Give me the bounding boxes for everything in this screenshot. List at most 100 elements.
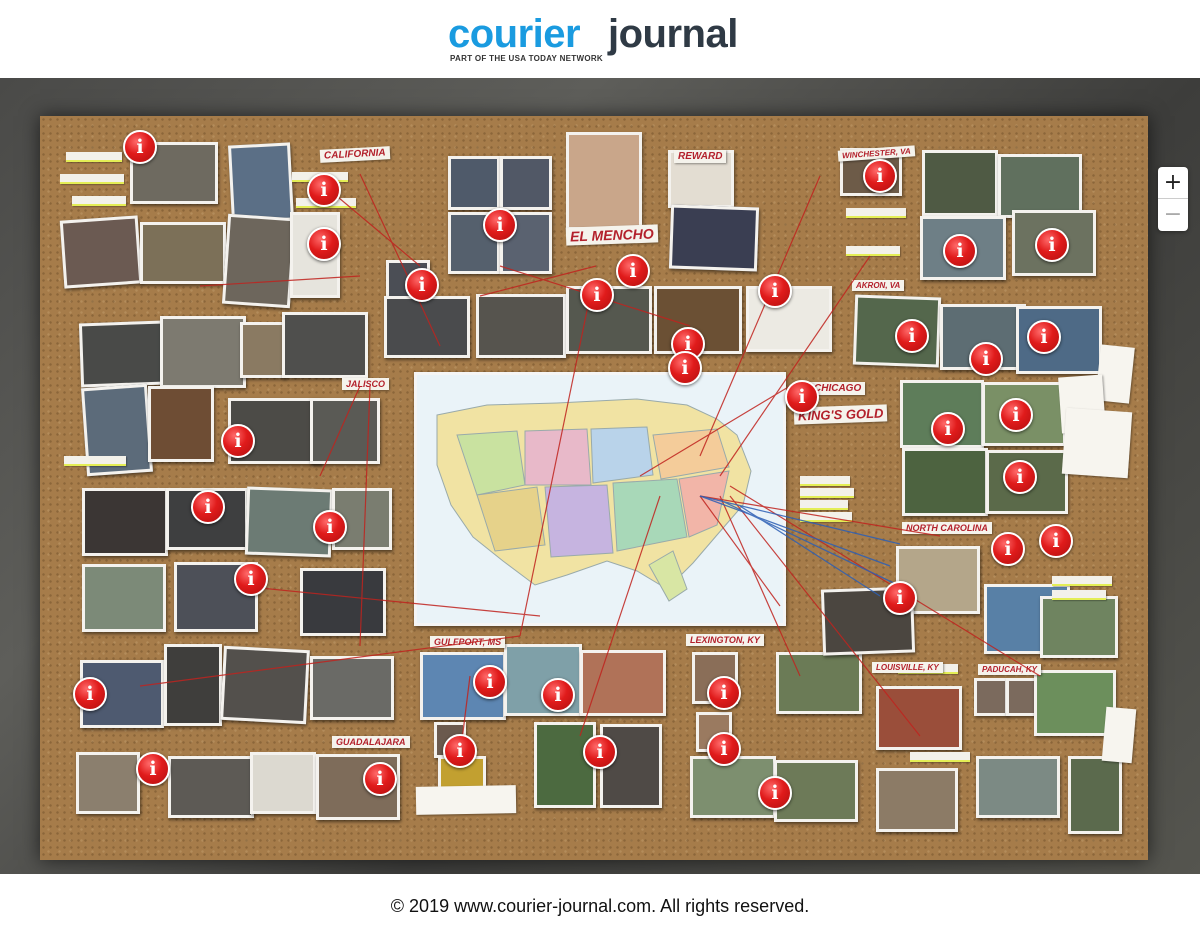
sticky-note (64, 456, 126, 466)
info-marker-icon[interactable]: i (863, 159, 897, 193)
sticky-note (846, 246, 900, 256)
info-marker-icon[interactable]: i (405, 268, 439, 302)
info-marker-icon[interactable]: i (483, 208, 517, 242)
photo (221, 213, 297, 309)
sticky-note (72, 196, 126, 206)
photo (448, 156, 500, 210)
photo (220, 645, 310, 725)
site-footer: © 2019 www.courier-journal.com. All righ… (0, 874, 1200, 934)
label-jalisco: JALISCO (342, 378, 390, 390)
zoom-in-button[interactable]: + (1158, 167, 1188, 199)
info-marker-icon[interactable]: i (307, 227, 341, 261)
sticky-note (800, 488, 854, 498)
sticky-note (66, 152, 122, 162)
label-el-mencho: EL MENCHO (565, 224, 659, 246)
info-marker-icon[interactable]: i (969, 342, 1003, 376)
label-paducah: PADUCAH, KY (978, 664, 1041, 675)
photo (160, 316, 246, 388)
info-marker-icon[interactable]: i (221, 424, 255, 458)
photo (78, 320, 166, 388)
label-reward: REWARD (674, 150, 727, 163)
info-marker-icon[interactable]: i (1035, 228, 1069, 262)
label-lexington: LEXINGTON, KY (686, 634, 764, 646)
info-marker-icon[interactable]: i (307, 173, 341, 207)
info-marker-icon[interactable]: i (668, 351, 702, 385)
info-marker-icon[interactable]: i (473, 665, 507, 699)
photo (82, 488, 168, 556)
info-marker-icon[interactable]: i (136, 752, 170, 786)
investigation-board-viewer[interactable]: CALIFORNIA EL MENCHO REWARD WINCHESTER, … (0, 78, 1200, 874)
logo-tagline: PART OF THE USA TODAY NETWORK (450, 54, 604, 63)
info-marker-icon[interactable]: i (943, 234, 977, 268)
label-guadalajara: GUADALAJARA (332, 736, 410, 748)
photo (240, 322, 286, 378)
label-louisville: LOUISVILLE, KY (872, 662, 943, 673)
sticky-note (910, 752, 970, 762)
info-marker-icon[interactable]: i (443, 734, 477, 768)
photo (580, 650, 666, 716)
info-marker-icon[interactable]: i (191, 490, 225, 524)
logo-word-journal: journal (608, 12, 738, 56)
site-header: courier journal PART OF THE USA TODAY NE… (0, 0, 1200, 78)
sticky-note (800, 500, 848, 510)
sticky-note (846, 208, 906, 218)
info-marker-icon[interactable]: i (123, 130, 157, 164)
photo (998, 154, 1082, 218)
info-marker-icon[interactable]: i (616, 254, 650, 288)
info-marker-icon[interactable]: i (931, 412, 965, 446)
info-marker-icon[interactable]: i (234, 562, 268, 596)
photo (250, 752, 316, 814)
photo (922, 150, 998, 216)
document (415, 785, 517, 815)
photo (384, 296, 470, 358)
photo (668, 204, 760, 272)
photo (1034, 670, 1116, 736)
photo (76, 752, 140, 814)
info-marker-icon[interactable]: i (73, 677, 107, 711)
photo (140, 222, 226, 284)
info-marker-icon[interactable]: i (1003, 460, 1037, 494)
photo (974, 678, 1008, 716)
info-marker-icon[interactable]: i (991, 532, 1025, 566)
photo (476, 294, 566, 358)
us-map-drawing (436, 398, 752, 602)
zoom-control: + − (1158, 167, 1188, 231)
sticky-note (1052, 590, 1106, 600)
photo (902, 448, 988, 516)
zoom-out-button[interactable]: − (1163, 202, 1183, 227)
info-marker-icon[interactable]: i (583, 735, 617, 769)
info-marker-icon[interactable]: i (785, 380, 819, 414)
copyright-text: © 2019 www.courier-journal.com. All righ… (390, 896, 810, 916)
photo (310, 656, 394, 720)
photo (920, 216, 1006, 280)
document (1101, 706, 1137, 764)
sticky-note (800, 512, 852, 522)
info-marker-icon[interactable]: i (1039, 524, 1073, 558)
info-marker-icon[interactable]: i (363, 762, 397, 796)
info-marker-icon[interactable]: i (580, 278, 614, 312)
info-marker-icon[interactable]: i (541, 678, 575, 712)
sticky-note (800, 476, 850, 486)
photo (876, 686, 962, 750)
info-marker-icon[interactable]: i (1027, 320, 1061, 354)
info-marker-icon[interactable]: i (883, 581, 917, 615)
info-marker-icon[interactable]: i (999, 398, 1033, 432)
courier-journal-logo[interactable]: courier journal PART OF THE USA TODAY NE… (448, 12, 758, 68)
info-marker-icon[interactable]: i (895, 319, 929, 353)
sticky-note (60, 174, 124, 184)
info-marker-icon[interactable]: i (707, 676, 741, 710)
document (1061, 407, 1133, 479)
info-marker-icon[interactable]: i (758, 274, 792, 308)
photo (776, 652, 862, 714)
photo (534, 722, 596, 808)
photo (168, 756, 254, 818)
photo (300, 568, 386, 636)
info-marker-icon[interactable]: i (758, 776, 792, 810)
photo (82, 564, 166, 632)
photo (1040, 596, 1118, 658)
photo (500, 156, 552, 210)
photo (976, 756, 1060, 818)
label-gulfport: GULFPORT, MS (430, 636, 506, 648)
info-marker-icon[interactable]: i (707, 732, 741, 766)
info-marker-icon[interactable]: i (313, 510, 347, 544)
